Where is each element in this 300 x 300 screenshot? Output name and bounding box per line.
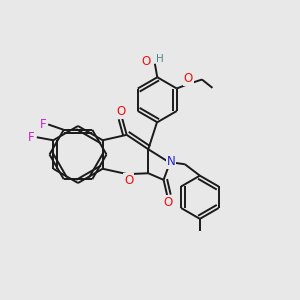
Text: O: O xyxy=(184,72,193,86)
Text: F: F xyxy=(28,131,35,144)
Text: O: O xyxy=(116,105,125,118)
Text: H: H xyxy=(156,54,164,64)
Text: F: F xyxy=(39,118,46,131)
Text: O: O xyxy=(124,174,134,187)
Text: N: N xyxy=(167,155,176,168)
Text: O: O xyxy=(164,196,173,208)
Text: O: O xyxy=(142,55,151,68)
